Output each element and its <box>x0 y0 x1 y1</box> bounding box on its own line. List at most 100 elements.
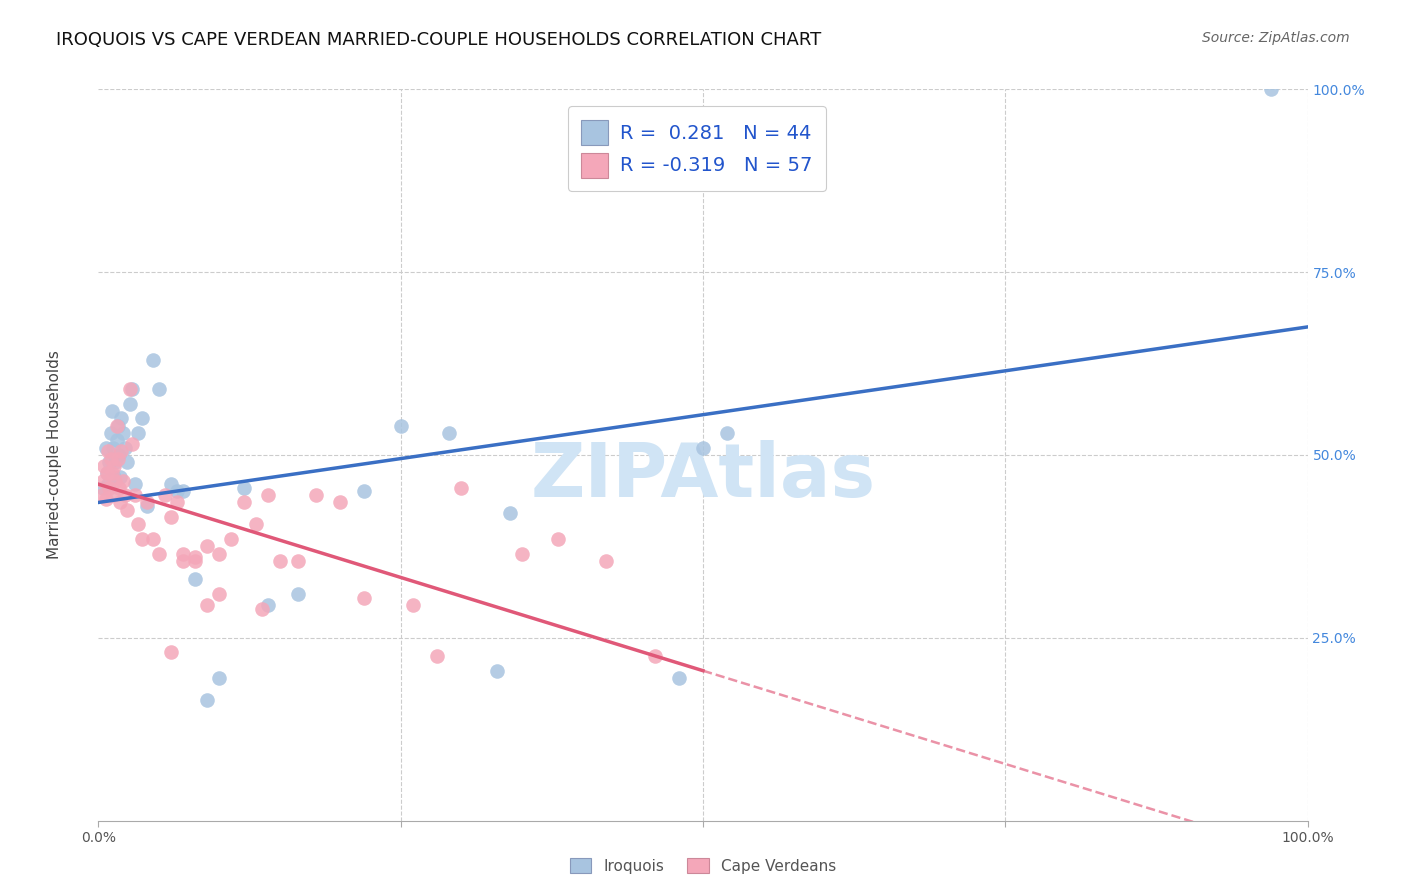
Point <box>269 554 291 568</box>
Point <box>100 466 122 480</box>
Point <box>117 455 139 469</box>
Point <box>166 484 188 499</box>
Point <box>142 532 165 546</box>
Point <box>510 547 533 561</box>
Point <box>221 532 243 546</box>
Point <box>107 451 129 466</box>
Point <box>486 664 509 678</box>
Point <box>103 458 125 473</box>
Point <box>131 411 153 425</box>
Point <box>127 425 149 440</box>
Point <box>353 591 375 605</box>
Point <box>402 598 425 612</box>
Point <box>108 495 131 509</box>
Point <box>195 598 218 612</box>
Text: ZIPAtlas: ZIPAtlas <box>530 441 876 514</box>
Point <box>142 352 165 367</box>
Point <box>148 547 170 561</box>
Point <box>117 503 139 517</box>
Point <box>208 587 231 601</box>
Point <box>108 481 131 495</box>
Point <box>160 477 183 491</box>
Point <box>172 547 194 561</box>
Point <box>287 587 309 601</box>
Point <box>98 455 121 469</box>
Point <box>153 488 176 502</box>
Point <box>160 510 183 524</box>
Point <box>256 598 278 612</box>
Point <box>172 554 194 568</box>
Point <box>91 481 114 495</box>
Point <box>426 649 449 664</box>
Point <box>166 495 188 509</box>
Point <box>108 448 131 462</box>
Point <box>96 466 118 480</box>
Point <box>195 539 218 553</box>
Point <box>256 488 278 502</box>
Point <box>103 470 125 484</box>
Point <box>118 382 141 396</box>
Point <box>97 444 120 458</box>
Point <box>389 418 412 433</box>
Point <box>98 481 121 495</box>
Point <box>644 649 666 664</box>
Point <box>94 441 117 455</box>
Point <box>121 437 143 451</box>
Point <box>110 444 132 458</box>
Point <box>104 474 127 488</box>
Point <box>287 554 309 568</box>
Point <box>716 425 738 440</box>
Point <box>208 671 231 685</box>
Point <box>105 434 128 448</box>
Point <box>131 532 153 546</box>
Point <box>245 517 267 532</box>
Point <box>97 477 120 491</box>
Point <box>105 418 128 433</box>
Point <box>1260 82 1282 96</box>
Legend: R =  0.281   N = 44, R = -0.319   N = 57: R = 0.281 N = 44, R = -0.319 N = 57 <box>568 106 827 191</box>
Point <box>184 550 207 565</box>
Point <box>232 495 254 509</box>
Point <box>114 488 136 502</box>
Point <box>94 491 117 506</box>
Point <box>100 425 122 440</box>
Point <box>135 495 157 509</box>
Point <box>111 425 134 440</box>
Text: Source: ZipAtlas.com: Source: ZipAtlas.com <box>1202 31 1350 45</box>
Point <box>100 451 122 466</box>
Point <box>104 455 127 469</box>
Point <box>437 425 460 440</box>
Point <box>124 488 146 502</box>
Point <box>100 404 122 418</box>
Point <box>148 382 170 396</box>
Point <box>101 488 124 502</box>
Y-axis label: Married-couple Households: Married-couple Households <box>48 351 62 559</box>
Point <box>595 554 617 568</box>
Point <box>668 671 690 685</box>
Point <box>114 441 136 455</box>
Point <box>184 554 207 568</box>
Point <box>305 488 328 502</box>
Point <box>121 382 143 396</box>
Point <box>250 601 273 615</box>
Point <box>96 466 118 480</box>
Point <box>208 547 231 561</box>
Point <box>107 418 129 433</box>
Point <box>93 458 115 473</box>
Point <box>172 484 194 499</box>
Point <box>111 474 134 488</box>
Point <box>135 499 157 513</box>
Point <box>91 474 114 488</box>
Point <box>232 481 254 495</box>
Point <box>101 441 124 455</box>
Point <box>498 507 520 521</box>
Point <box>127 517 149 532</box>
Point <box>195 693 218 707</box>
Point <box>124 477 146 491</box>
Point <box>329 495 352 509</box>
Point <box>108 470 131 484</box>
Point <box>547 532 569 546</box>
Point <box>450 481 472 495</box>
Point <box>692 441 714 455</box>
Point <box>91 488 114 502</box>
